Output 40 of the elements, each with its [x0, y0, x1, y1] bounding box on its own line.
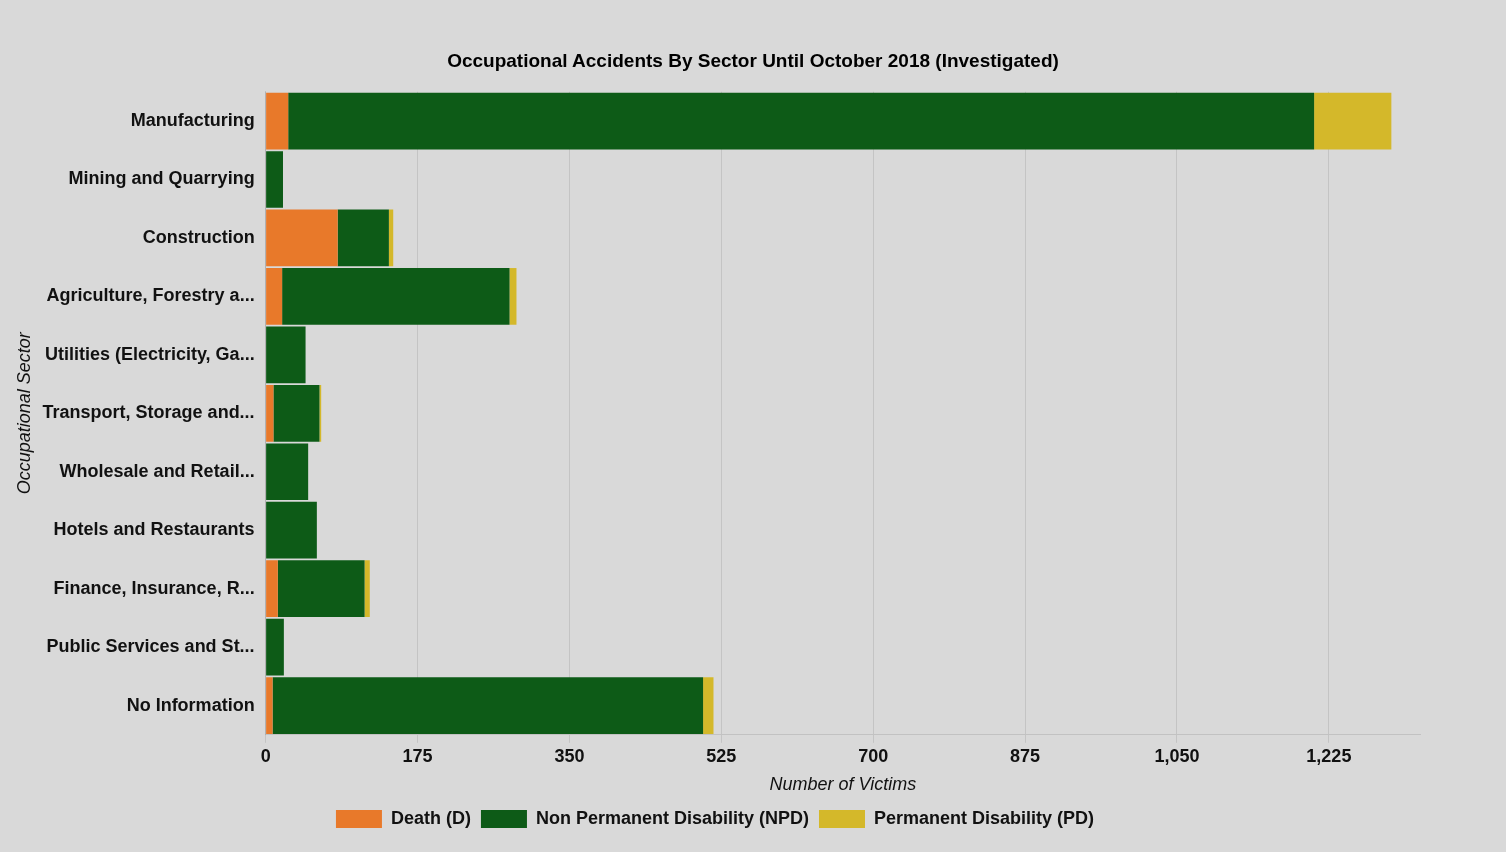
y-tick-label: Utilities (Electricity, Ga... — [44, 343, 255, 364]
x-tick-label: 875 — [1010, 745, 1041, 766]
y-tick-label: Hotels and Restaurants — [53, 519, 255, 540]
bar — [266, 384, 274, 442]
x-tick-label: 1,225 — [1306, 745, 1352, 766]
x-tick-label: 525 — [706, 745, 737, 766]
bar — [266, 151, 283, 208]
x-axis-title: Number of Victims — [769, 774, 917, 795]
x-tick-label: 350 — [554, 745, 585, 766]
y-tick-label: Wholesale and Retail... — [59, 460, 255, 481]
bar — [337, 209, 389, 267]
bar — [388, 209, 394, 267]
x-tick-label: 0 — [260, 745, 271, 766]
bar — [288, 92, 1315, 150]
bar — [266, 209, 338, 267]
legend-label: Death (D) — [390, 807, 471, 828]
chart-title: Occupational Accidents By Sector Until October 2018 (Investigated) — [446, 49, 1060, 73]
y-tick-label: Finance, Insurance, R... — [53, 577, 255, 598]
x-tick-label: 1,050 — [1154, 745, 1200, 766]
y-tick-label: Mining and Quarrying — [68, 168, 255, 189]
bar — [1314, 92, 1392, 150]
bar — [266, 92, 289, 150]
y-tick-label: Construction — [142, 226, 255, 247]
bar — [266, 618, 284, 676]
bar — [266, 268, 283, 325]
y-tick-label: Transport, Storage and... — [42, 402, 255, 423]
bar — [703, 677, 714, 734]
bar — [266, 560, 278, 618]
x-tick-label: 175 — [402, 745, 433, 766]
bar — [266, 677, 273, 734]
x-tick-label: 700 — [858, 745, 889, 766]
bar — [364, 560, 370, 618]
legend-label: Permanent Disability (PD) — [873, 807, 1095, 828]
legend-label: Non Permanent Disability (NPD) — [535, 807, 809, 828]
y-tick-label: No Information — [126, 694, 255, 715]
y-tick-label: Public Services and St... — [46, 636, 255, 657]
y-tick-label: Agriculture, Forestry a... — [46, 285, 255, 306]
y-tick-label: Manufacturing — [130, 110, 255, 130]
bar — [272, 677, 704, 734]
y-axis-title: Occupational Sector — [13, 331, 34, 495]
